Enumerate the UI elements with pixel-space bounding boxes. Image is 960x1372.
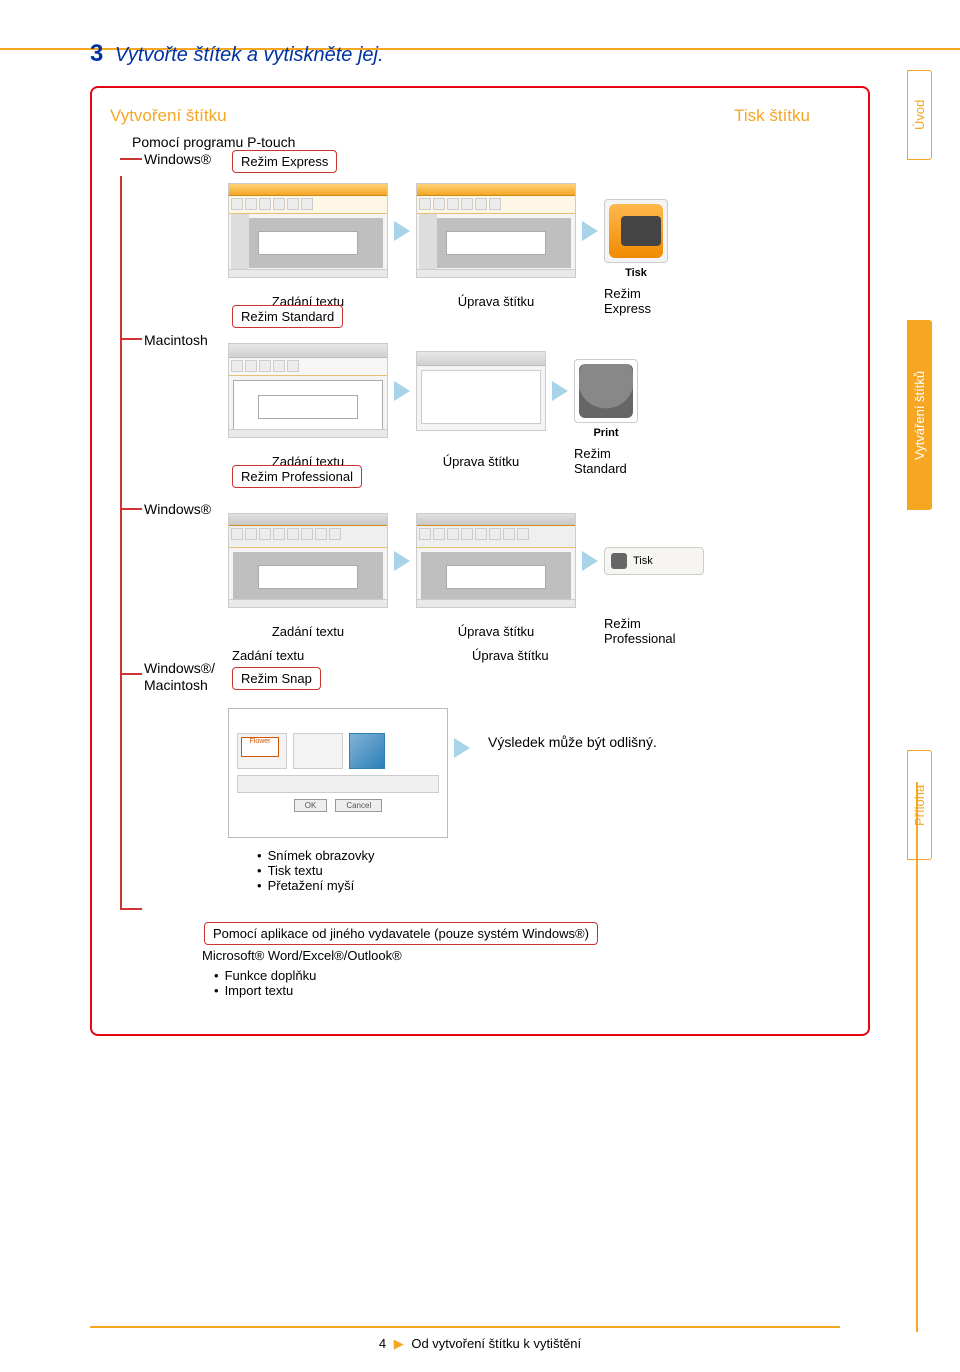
- tree-vertical: [120, 176, 122, 908]
- mode-standard-box: Režim Standard: [232, 305, 343, 328]
- panel-header: Vytvoření štítku Tisk štítku: [110, 106, 850, 126]
- screenshot-standard-edit: [416, 351, 546, 431]
- create-label-heading: Vytvoření štítku: [110, 106, 227, 126]
- mode-professional-box: Režim Professional: [232, 465, 362, 488]
- side-tab-intro[interactable]: Úvod: [907, 70, 932, 160]
- bullet-item: Tisk textu: [257, 863, 375, 878]
- third-party-line: Microsoft® Word/Excel®/Outlook®: [202, 948, 402, 963]
- branch-4: [120, 673, 142, 675]
- bullet-item: Snímek obrazovky: [257, 848, 375, 863]
- bullet-item: Import textu: [214, 983, 316, 998]
- label-uprava: Úprava štítku: [458, 624, 535, 639]
- bullet-item: Přetažení myší: [257, 878, 375, 893]
- label-mode-professional: Režim Professional: [604, 616, 714, 646]
- snap-bullets: Snímek obrazovky Tisk textu Přetažení my…: [257, 848, 375, 893]
- flow-caption-standard: Zadání textu Úprava štítku Režim Standar…: [134, 446, 664, 478]
- step-number: 3: [90, 40, 103, 67]
- branch-5: [120, 908, 142, 910]
- footer-crumb: Od vytvoření štítku k vytištění: [411, 1336, 581, 1351]
- branch-3: [120, 508, 142, 510]
- footer: 4 ▶ Od vytvoření štítku k vytištění: [0, 1336, 960, 1352]
- page-number: 4: [379, 1336, 386, 1351]
- screenshot-express-edit: [416, 183, 576, 278]
- label-uprava: Úprava štítku: [472, 648, 549, 663]
- flow-row-standard: Print: [134, 343, 638, 438]
- arrow-icon: [582, 551, 598, 571]
- label-mode-express: Režim Express: [604, 286, 668, 316]
- print-label-heading: Tisk štítku: [734, 106, 810, 126]
- third-party-box: Pomocí aplikace od jiného vydavatele (po…: [204, 922, 598, 945]
- label-uprava: Úprava štítku: [443, 454, 520, 469]
- label-zadani: Zadání textu: [272, 624, 344, 639]
- print-caption-express: Tisk: [604, 267, 668, 279]
- tree-winmac: Windows®/ Macintosh: [144, 660, 215, 694]
- screenshot-snap: Flower OKCancel: [228, 708, 448, 838]
- label-uprava: Úprava štítku: [458, 294, 535, 309]
- right-vertical-rule: [916, 782, 918, 1332]
- flow-caption-express: Zadání textu Úprava štítku Režim Express: [134, 286, 668, 318]
- branch-1: [120, 158, 142, 160]
- step-title: 3 Vytvořte štítek a vytiskněte jej.: [90, 40, 870, 68]
- flow-caption-professional: Zadání textu Úprava štítku Režim Profess…: [134, 616, 714, 648]
- third-party-bullets: Funkce doplňku Import textu: [214, 968, 316, 998]
- arrow-icon: [394, 381, 410, 401]
- flow-row-professional: Tisk: [134, 513, 704, 608]
- screenshot-pro-input: [228, 513, 388, 608]
- screenshot-standard-input: [228, 343, 388, 438]
- print-icon-standard: [574, 359, 638, 423]
- bullet-item: Funkce doplňku: [214, 968, 316, 983]
- mode-snap-box: Režim Snap: [232, 667, 321, 690]
- printer-icon: [611, 553, 627, 569]
- footer-rule: [90, 1326, 840, 1328]
- main-panel: Vytvoření štítku Tisk štítku Pomocí prog…: [90, 86, 870, 1036]
- triangle-icon: ▶: [394, 1336, 404, 1351]
- label-zadani: Zadání textu: [232, 648, 321, 663]
- print-button-professional: Tisk: [604, 547, 704, 575]
- arrow-icon: [454, 738, 470, 758]
- print-label-tisk: Tisk: [633, 555, 653, 567]
- snap-result-note: Výsledek může být odlišný.: [488, 734, 657, 750]
- tree-windows-1: Windows®: [144, 151, 211, 167]
- flow-row-express: Tisk: [134, 183, 668, 278]
- flow-row-snap: Flower OKCancel Výsledek může být odlišn…: [134, 708, 657, 838]
- arrow-icon: [582, 221, 598, 241]
- branch-2: [120, 338, 142, 340]
- print-icon-express: [604, 199, 668, 263]
- label-mode-standard: Režim Standard: [574, 446, 664, 476]
- mode-express-box: Režim Express: [232, 150, 337, 173]
- step-text: Vytvořte štítek a vytiskněte jej.: [115, 44, 384, 66]
- screenshot-express-input: [228, 183, 388, 278]
- side-tab-creating[interactable]: Vytváření štítků: [907, 320, 932, 510]
- arrow-icon: [394, 221, 410, 241]
- arrow-icon: [552, 381, 568, 401]
- arrow-icon: [394, 551, 410, 571]
- screenshot-pro-edit: [416, 513, 576, 608]
- print-caption-standard: Print: [574, 427, 638, 439]
- side-tab-appendix[interactable]: Příloha: [907, 750, 932, 860]
